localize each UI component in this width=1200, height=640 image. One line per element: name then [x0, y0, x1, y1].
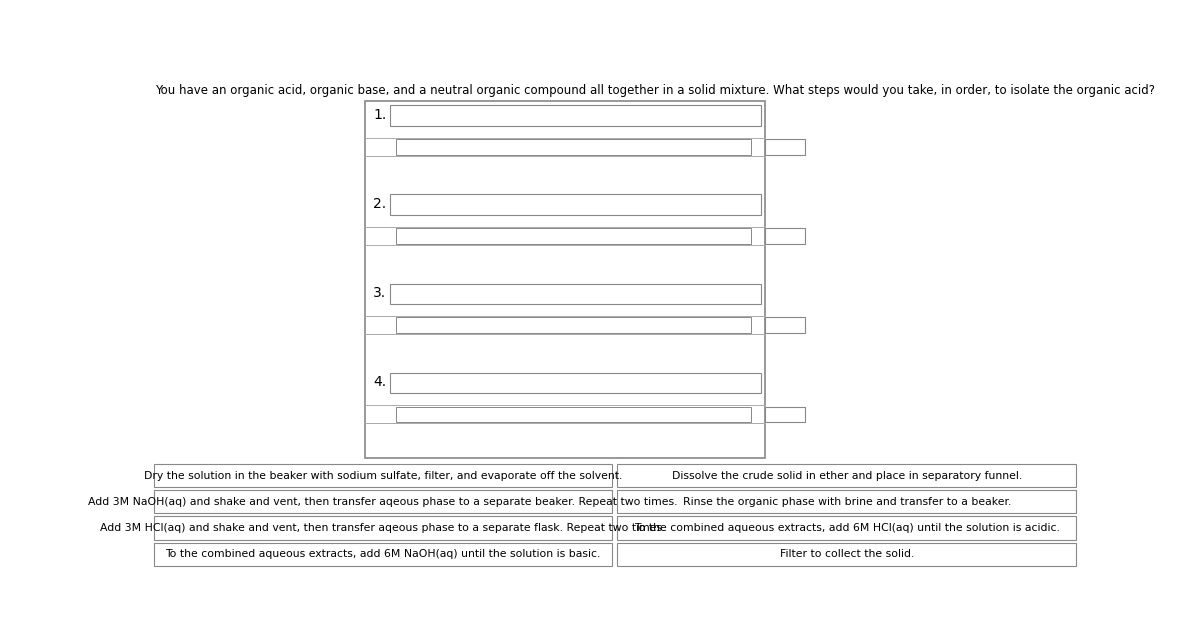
FancyBboxPatch shape [390, 284, 761, 305]
Text: Filter to collect the solid.: Filter to collect the solid. [780, 549, 914, 559]
FancyBboxPatch shape [390, 372, 761, 394]
FancyBboxPatch shape [617, 543, 1076, 566]
Text: You have an organic acid, organic base, and a neutral organic compound all toget: You have an organic acid, organic base, … [156, 84, 1156, 97]
Text: 3.: 3. [373, 286, 386, 300]
FancyBboxPatch shape [617, 490, 1076, 513]
FancyBboxPatch shape [617, 464, 1076, 487]
Text: To the combined aqueous extracts, add 6M NaOH(aq) until the solution is basic.: To the combined aqueous extracts, add 6M… [166, 549, 600, 559]
Text: Add 3M HCl(aq) and shake and vent, then transfer aqeous phase to a separate flas: Add 3M HCl(aq) and shake and vent, then … [100, 523, 666, 533]
FancyBboxPatch shape [390, 195, 761, 215]
FancyBboxPatch shape [764, 228, 805, 244]
FancyBboxPatch shape [154, 464, 612, 487]
Text: 4.: 4. [373, 375, 386, 389]
FancyBboxPatch shape [617, 516, 1076, 540]
FancyBboxPatch shape [396, 228, 751, 244]
Text: To the combined aqueous extracts, add 6M HCl(aq) until the solution is acidic.: To the combined aqueous extracts, add 6M… [634, 523, 1060, 533]
FancyBboxPatch shape [396, 139, 751, 155]
FancyBboxPatch shape [154, 543, 612, 566]
Text: Add 3M NaOH(aq) and shake and vent, then transfer aqeous phase to a separate bea: Add 3M NaOH(aq) and shake and vent, then… [88, 497, 678, 507]
FancyBboxPatch shape [154, 516, 612, 540]
FancyBboxPatch shape [154, 490, 612, 513]
FancyBboxPatch shape [396, 317, 751, 333]
Text: Dry the solution in the beaker with sodium sulfate, filter, and evaporate off th: Dry the solution in the beaker with sodi… [144, 470, 622, 481]
FancyBboxPatch shape [764, 406, 805, 422]
Text: Dissolve the crude solid in ether and place in separatory funnel.: Dissolve the crude solid in ether and pl… [672, 470, 1022, 481]
FancyBboxPatch shape [396, 406, 751, 422]
FancyBboxPatch shape [390, 106, 761, 126]
Text: 1.: 1. [373, 108, 386, 122]
FancyBboxPatch shape [764, 317, 805, 333]
FancyBboxPatch shape [764, 139, 805, 155]
Text: 2.: 2. [373, 196, 386, 211]
Text: Rinse the organic phase with brine and transfer to a beaker.: Rinse the organic phase with brine and t… [683, 497, 1010, 507]
FancyBboxPatch shape [366, 101, 764, 458]
